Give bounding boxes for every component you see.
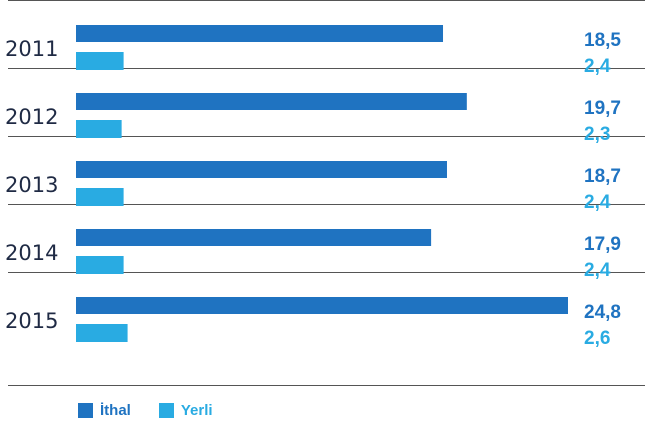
year-label: 2013 bbox=[5, 173, 58, 197]
value-label-yerli: 2,6 bbox=[584, 328, 610, 349]
year-label: 2012 bbox=[5, 105, 58, 129]
bar-yerli bbox=[76, 324, 128, 342]
year-label: 2015 bbox=[5, 309, 58, 333]
legend: İthal Yerli bbox=[78, 402, 213, 419]
value-label-ithal: 18,7 bbox=[584, 166, 621, 187]
value-label-yerli: 2,4 bbox=[584, 192, 611, 213]
value-label-ithal: 24,8 bbox=[584, 302, 621, 323]
bar-yerli bbox=[76, 256, 124, 274]
legend-label-yerli: Yerli bbox=[180, 402, 213, 419]
value-label-yerli: 2,3 bbox=[584, 124, 610, 145]
legend-label-ithal: İthal bbox=[100, 402, 131, 419]
bar-yerli bbox=[76, 188, 124, 206]
year-label: 2014 bbox=[5, 241, 58, 265]
bar-yerli bbox=[76, 52, 124, 70]
value-label-ithal: 19,7 bbox=[584, 98, 621, 119]
bar-yerli bbox=[76, 120, 122, 138]
value-label-ithal: 18,5 bbox=[584, 30, 621, 51]
bar-ithal bbox=[76, 161, 447, 178]
value-label-yerli: 2,4 bbox=[584, 56, 611, 77]
year-label: 2011 bbox=[5, 37, 58, 61]
bar-ithal bbox=[76, 25, 444, 42]
legend-item-yerli: Yerli bbox=[158, 402, 213, 419]
legend-item-ithal: İthal bbox=[78, 402, 131, 419]
legend-swatch-ithal bbox=[78, 403, 93, 418]
bar-ithal bbox=[76, 229, 432, 246]
bar-ithal bbox=[76, 297, 568, 314]
legend-swatch-yerli bbox=[158, 403, 174, 418]
value-label-yerli: 2,4 bbox=[584, 260, 611, 281]
bar-ithal bbox=[76, 93, 467, 110]
value-label-ithal: 17,9 bbox=[584, 234, 621, 255]
